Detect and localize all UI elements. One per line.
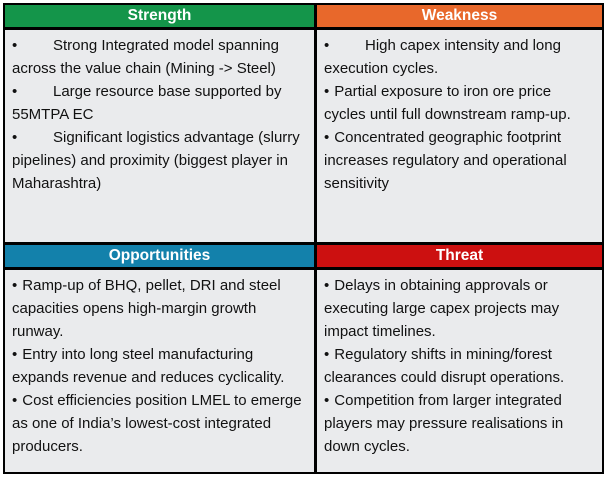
bullet-icon: •	[12, 277, 18, 294]
threat-header: Threat	[317, 245, 602, 270]
list-item: • Delays in obtaining approvals or execut…	[324, 274, 595, 343]
threat-body: • Delays in obtaining approvals or execut…	[317, 270, 602, 472]
list-item-text: Large resource base supported by 55MTPA …	[12, 83, 282, 123]
swot-matrix: Strength • Strong Integrated model spanni…	[3, 3, 604, 474]
list-item-text: Regulatory shifts in mining/forest clear…	[324, 346, 565, 386]
list-item: • Competition from larger integrated play…	[324, 389, 595, 458]
strength-header: Strength	[5, 5, 314, 30]
opportunities-header: Opportunities	[5, 245, 314, 270]
list-item: • High capex intensity and long execution…	[324, 34, 595, 80]
list-item: • Ramp-up of BHQ, pellet, DRI and steel c…	[12, 274, 307, 343]
list-item: • Regulatory shifts in mining/forest clea…	[324, 343, 595, 389]
list-item-text: High capex intensity and long execution …	[324, 37, 561, 77]
bullet-icon: •	[12, 392, 18, 409]
bullet-icon: •	[324, 83, 330, 100]
list-item-text: Ramp-up of BHQ, pellet, DRI and steel ca…	[12, 277, 281, 340]
weakness-body: • High capex intensity and long execution…	[317, 30, 602, 242]
list-item-text: Partial exposure to iron ore price cycle…	[324, 83, 571, 123]
list-item-text: Significant logistics advantage (slurry …	[12, 129, 300, 192]
quadrant-strength: Strength • Strong Integrated model spanni…	[5, 5, 314, 242]
quadrant-threat: Threat • Delays in obtaining approvals or…	[317, 245, 602, 472]
list-item-text: Strong Integrated model spanning across …	[12, 37, 279, 77]
list-item: • Partial exposure to iron ore price cycl…	[324, 80, 595, 126]
bullet-icon: •	[12, 129, 18, 146]
list-item: • Entry into long steel manufacturing exp…	[12, 343, 307, 389]
list-item-text: Delays in obtaining approvals or executi…	[324, 277, 560, 340]
list-item-text: Entry into long steel manufacturing expa…	[12, 346, 285, 386]
weakness-header: Weakness	[317, 5, 602, 30]
list-item: • Significant logistics advantage (slurry…	[12, 126, 307, 195]
quadrant-opportunities: Opportunities • Ramp-up of BHQ, pellet, D…	[5, 245, 314, 472]
opportunities-body: • Ramp-up of BHQ, pellet, DRI and steel c…	[5, 270, 314, 472]
bullet-icon: •	[324, 129, 330, 146]
list-item-text: Competition from larger integrated playe…	[324, 392, 564, 455]
list-item: • Cost efficiencies position LMEL to emer…	[12, 389, 307, 458]
list-item-text: Cost efficiencies position LMEL to emerg…	[12, 392, 302, 455]
list-item-text: Concentrated geographic footprint increa…	[324, 129, 567, 192]
list-item: • Strong Integrated model spanning across…	[12, 34, 307, 80]
list-item: • Large resource base supported by 55MTPA…	[12, 80, 307, 126]
strength-body: • Strong Integrated model spanning across…	[5, 30, 314, 242]
list-item: • Concentrated geographic footprint incre…	[324, 126, 595, 195]
bullet-icon: •	[12, 83, 18, 100]
bullet-icon: •	[324, 37, 330, 54]
quadrant-weakness: Weakness • High capex intensity and long …	[317, 5, 602, 242]
bullet-icon: •	[324, 277, 330, 294]
bullet-icon: •	[12, 346, 18, 363]
bullet-icon: •	[12, 37, 18, 54]
bullet-icon: •	[324, 346, 330, 363]
bullet-icon: •	[324, 392, 330, 409]
